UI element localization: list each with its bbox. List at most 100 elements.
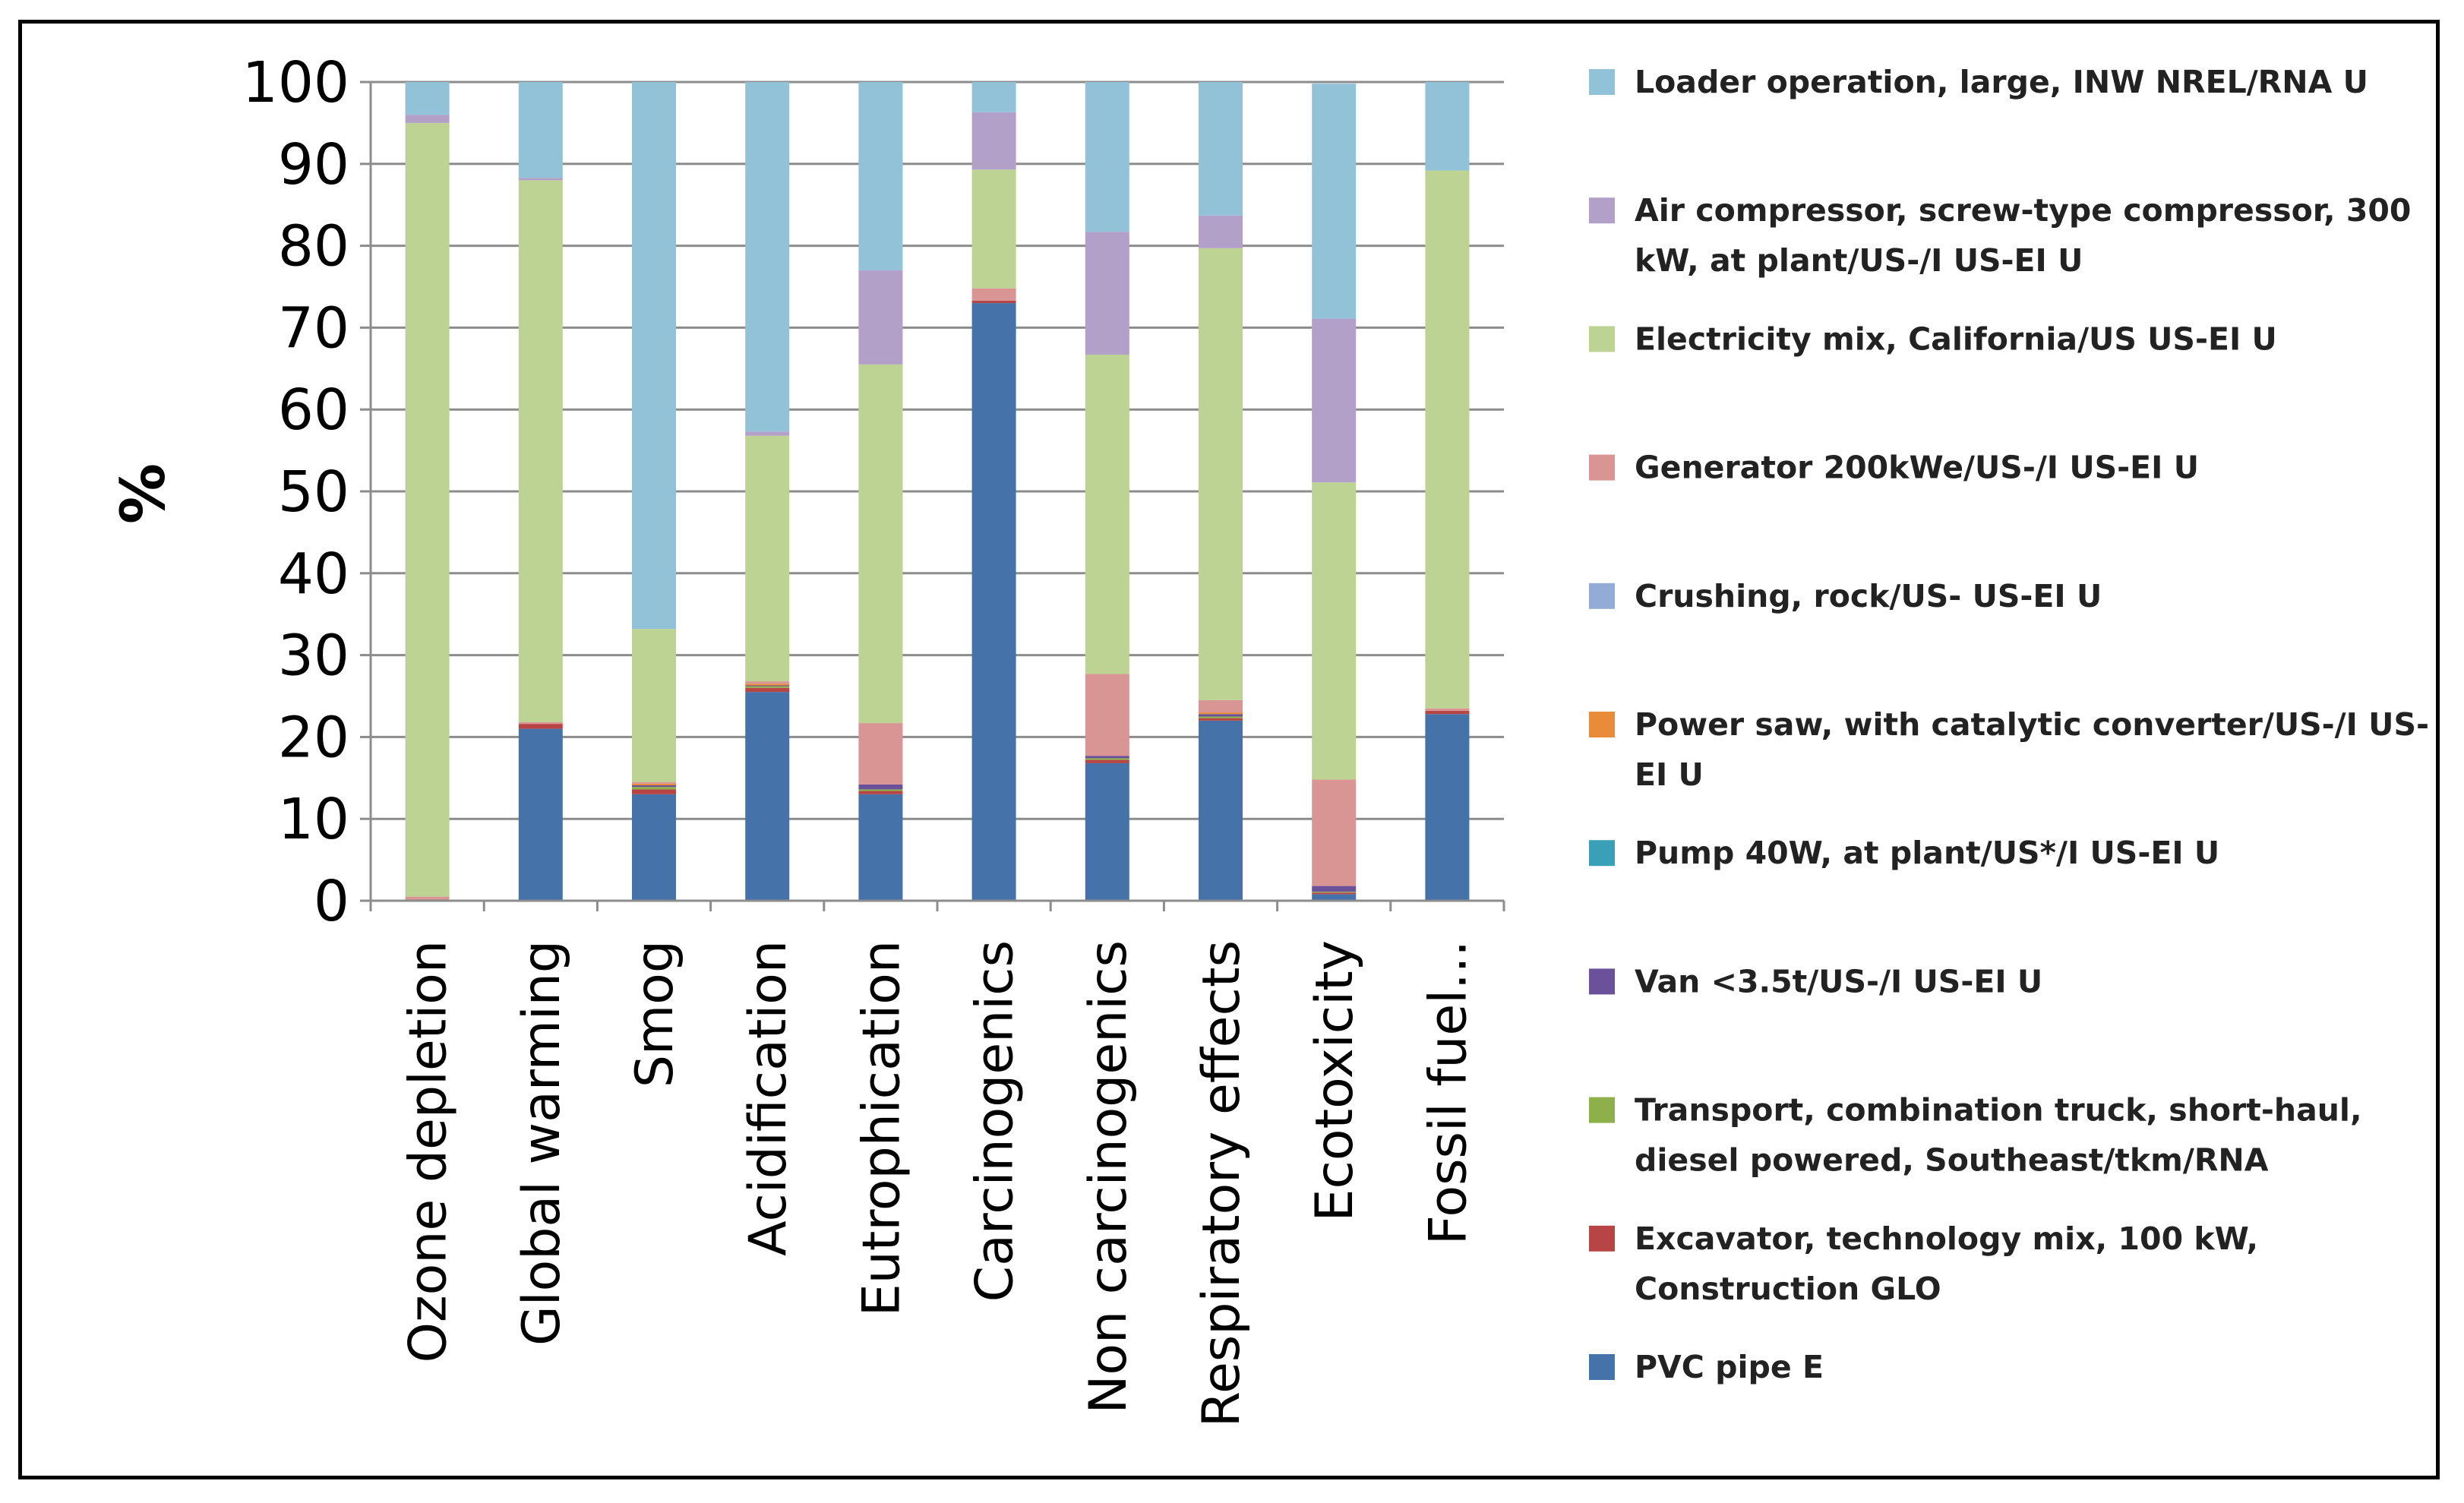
bar-segment bbox=[745, 431, 790, 436]
legend-label: Van <3.5t/US-/I US-EI U bbox=[1635, 963, 2042, 999]
bar-segment bbox=[518, 180, 563, 722]
legend-label: Excavator, technology mix, 100 kW, bbox=[1635, 1220, 2258, 1257]
bar-segment bbox=[632, 787, 676, 790]
bar-segment bbox=[858, 82, 903, 270]
legend-swatch bbox=[1589, 840, 1615, 867]
legend-swatch bbox=[1589, 197, 1615, 224]
bar-segment bbox=[1425, 170, 1470, 709]
bar-segment bbox=[971, 82, 1016, 112]
bar-segment bbox=[518, 178, 563, 181]
bar-segment bbox=[858, 794, 903, 901]
x-tick-label: Acidification bbox=[738, 940, 798, 1256]
bar-segment bbox=[745, 686, 790, 688]
y-tick-label: 60 bbox=[278, 377, 349, 443]
legend-label: Electricity mix, California/US US-EI U bbox=[1635, 320, 2277, 357]
bar-segment bbox=[1312, 779, 1357, 886]
y-tick-label: 30 bbox=[278, 624, 349, 689]
bar-segment bbox=[1085, 759, 1129, 763]
legend-label: Crushing, rock/US- US-EI U bbox=[1635, 578, 2102, 614]
legend-label: PVC pipe E bbox=[1635, 1349, 1824, 1385]
legend-label: diesel powered, Southeast/tkm/RNA bbox=[1635, 1142, 2269, 1179]
x-tick-label: Ecotoxicity bbox=[1305, 940, 1365, 1221]
bar-segment bbox=[405, 896, 450, 901]
bar-segment bbox=[1199, 215, 1243, 248]
bar-segment bbox=[1085, 82, 1129, 232]
y-tick-label: 70 bbox=[278, 295, 349, 361]
bars bbox=[405, 82, 1470, 901]
x-tick-label: Non carcinogenics bbox=[1079, 940, 1139, 1414]
legend-label: Power saw, with catalytic converter/US-/… bbox=[1635, 706, 2429, 743]
x-tick-label: Fossil fuel... bbox=[1418, 940, 1478, 1245]
bar-segment bbox=[1425, 708, 1470, 711]
bar-segment bbox=[518, 728, 563, 901]
bar-segment bbox=[1312, 894, 1357, 901]
x-tick-label: Carcinogenics bbox=[965, 940, 1025, 1302]
y-tick-label: 0 bbox=[314, 869, 349, 934]
bar-segment bbox=[1085, 763, 1129, 901]
legend-swatch bbox=[1589, 968, 1615, 995]
bar-segment bbox=[1312, 892, 1357, 895]
legend-label: kW, at plant/US-/I US-EI U bbox=[1635, 242, 2083, 279]
legend-swatch bbox=[1589, 1097, 1615, 1123]
y-tick-label: 20 bbox=[278, 705, 349, 770]
bar-segment bbox=[632, 785, 676, 788]
bar-segment bbox=[405, 115, 450, 123]
legend-label: Pump 40W, at plant/US*/I US-EI U bbox=[1635, 835, 2219, 871]
bar-segment bbox=[858, 789, 903, 791]
bar-segment bbox=[1085, 674, 1129, 756]
bar-segment bbox=[1199, 716, 1243, 718]
bar-segment bbox=[745, 82, 790, 432]
x-tick-label: Global warming bbox=[512, 940, 572, 1346]
bar-segment bbox=[405, 122, 450, 897]
bar-segment bbox=[1425, 710, 1470, 715]
y-tick-label: 90 bbox=[278, 132, 349, 197]
bar-segment bbox=[1199, 714, 1243, 717]
bar-segment bbox=[971, 112, 1016, 170]
bar-segment bbox=[1085, 232, 1129, 355]
bar-segment bbox=[1085, 758, 1129, 760]
bar-segment bbox=[1312, 318, 1357, 483]
bar-segment bbox=[1199, 248, 1243, 700]
legend-label: Construction GLO bbox=[1635, 1271, 1941, 1307]
bar-segment bbox=[1085, 354, 1129, 674]
legend-label: Loader operation, large, INW NREL/RNA U bbox=[1635, 64, 2368, 100]
legend-label: EI U bbox=[1635, 756, 1704, 793]
axes: 0 10 20 30 40 50 60 70 80 90 100 Ozone depletion Glo… bbox=[242, 50, 1505, 1427]
legend-swatch bbox=[1589, 583, 1615, 609]
bar-segment bbox=[1199, 712, 1243, 715]
bar-segment bbox=[405, 82, 450, 115]
bar-segment bbox=[1085, 756, 1129, 759]
bar-segment bbox=[745, 687, 790, 693]
bar-segment bbox=[1312, 84, 1357, 319]
bar-segment bbox=[971, 288, 1016, 301]
bar-segment bbox=[632, 789, 676, 794]
x-tick-label: Eutrophication bbox=[851, 940, 911, 1316]
bar-segment bbox=[745, 681, 790, 684]
legend-swatch bbox=[1589, 712, 1615, 737]
bar-segment bbox=[632, 82, 676, 630]
bar-segment bbox=[745, 684, 790, 686]
legend-swatch bbox=[1589, 1225, 1615, 1252]
bar-segment bbox=[971, 303, 1016, 901]
bar-segment bbox=[1312, 482, 1357, 780]
y-tick-label: 100 bbox=[242, 50, 349, 115]
bar-segment bbox=[518, 82, 563, 178]
bar-segment bbox=[858, 784, 903, 790]
bar-segment bbox=[632, 783, 676, 786]
legend-label: Generator 200kWe/US-/I US-EI U bbox=[1635, 450, 2199, 486]
legend-swatch bbox=[1589, 326, 1615, 352]
bar-segment bbox=[1199, 699, 1243, 713]
bar-segment bbox=[971, 300, 1016, 304]
bar-segment bbox=[1199, 82, 1243, 216]
x-tick-label: Ozone depletion bbox=[399, 940, 459, 1363]
bar-segment bbox=[1312, 886, 1357, 892]
bar-segment bbox=[1199, 718, 1243, 721]
y-axis-label: % bbox=[108, 463, 178, 524]
bar-segment bbox=[632, 629, 676, 782]
bar-segment bbox=[858, 723, 903, 785]
legend-swatch bbox=[1589, 1354, 1615, 1380]
legend-label: Transport, combination truck, short-haul… bbox=[1635, 1092, 2362, 1129]
legend: Loader operation, large, INW NREL/RNA U A… bbox=[1589, 64, 2429, 1385]
x-tick-label: Smog bbox=[625, 940, 685, 1088]
